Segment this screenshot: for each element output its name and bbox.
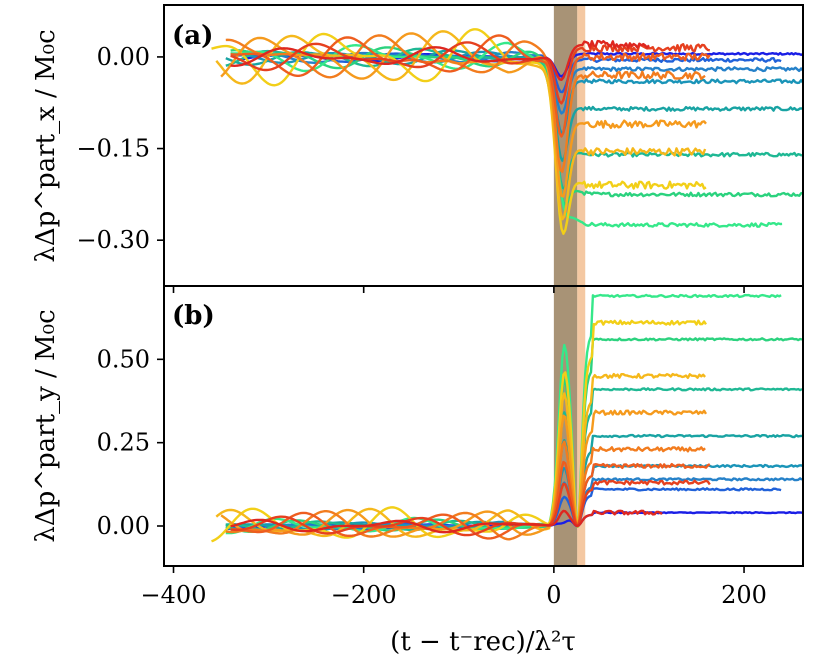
series-line-12	[225, 34, 706, 173]
x-axis-ticks: −400 −200 0 200	[141, 286, 767, 609]
series-line-14	[230, 479, 711, 537]
x-tick-label: 0	[546, 581, 561, 609]
series-line-15	[230, 509, 663, 534]
series-line-11	[220, 32, 707, 198]
panel-a-frame	[163, 4, 804, 287]
series-line-11	[220, 409, 708, 538]
x-tick-label: 200	[721, 581, 767, 609]
band-edge	[577, 5, 586, 286]
panel-b-label: (b)	[172, 301, 215, 331]
panel-a-y-axis-label: λΔp^part_x / M₀c	[31, 29, 61, 262]
panel-b-frame	[163, 285, 804, 567]
y-tick-label: 0.00	[97, 43, 150, 71]
panel-a-label: (a)	[172, 21, 213, 51]
x-axis-label: (t − t⁻rec)/λ²τ	[390, 627, 576, 657]
y-tick-label: 0.50	[97, 345, 150, 373]
panel-a-series-lines	[211, 28, 803, 235]
series-line-13	[230, 460, 711, 540]
panel-b-y-ticks: 0.00 0.25 0.50	[97, 345, 164, 540]
series-line-12	[225, 440, 706, 541]
series-line-8	[230, 41, 783, 228]
y-tick-label: −0.15	[76, 135, 150, 163]
band-edge	[577, 286, 586, 566]
y-tick-label: 0.25	[97, 429, 150, 457]
y-tick-label: 0.00	[97, 512, 150, 540]
x-tick-label: −200	[331, 581, 397, 609]
panel-b-y-axis-label: λΔp^part_y / M₀c	[31, 309, 61, 542]
series-line-6	[225, 387, 803, 533]
x-tick-label: −400	[141, 581, 207, 609]
y-tick-label: −0.30	[76, 226, 150, 254]
series-line-15	[230, 39, 650, 82]
panel-b-chart: 0.00 0.25 0.50 (b) λΔp^part_y / M₀c	[31, 285, 804, 567]
panel-a-chart: 0.00 −0.15 −0.30 (a) λΔp^part_x / M₀c	[31, 4, 804, 287]
panel-a-y-ticks: 0.00 −0.15 −0.30	[76, 43, 164, 254]
series-line-9	[211, 319, 708, 543]
panel-b-series-lines	[211, 293, 803, 543]
series-line-7	[230, 46, 803, 206]
